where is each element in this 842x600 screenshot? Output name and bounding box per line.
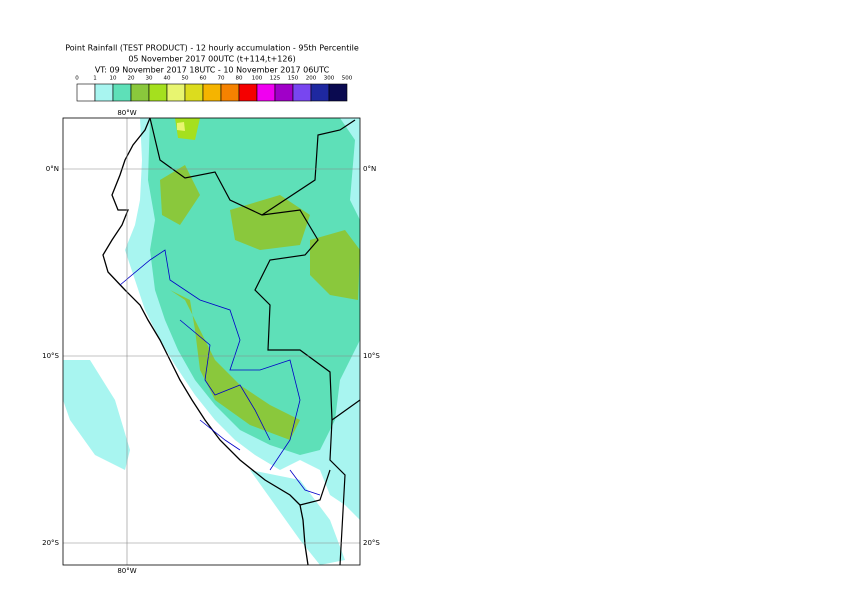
- legend-label: 10: [110, 76, 117, 82]
- legend-label: 40: [164, 76, 171, 82]
- legend-swatch: [148, 83, 168, 102]
- legend-label: 125: [270, 76, 281, 82]
- lat-label: 0°N: [46, 165, 59, 173]
- rain-cyan-south: [250, 470, 345, 565]
- legend-label: 30: [146, 76, 153, 82]
- rain-green: [160, 165, 200, 225]
- legend-label: 50: [182, 76, 189, 82]
- legend-label: 100: [252, 76, 263, 82]
- title-line: VT: 09 November 2017 18UTC - 10 November…: [95, 66, 330, 75]
- legend-label: 300: [324, 76, 335, 82]
- legend-label: 1: [93, 76, 97, 82]
- legend-swatch: [238, 83, 258, 102]
- legend-swatch: [292, 83, 312, 102]
- lat-label: 0°N: [363, 165, 376, 173]
- legend-swatch: [202, 83, 222, 102]
- coastline: [102, 117, 309, 566]
- rain-green: [310, 230, 360, 300]
- lat-label: 10°S: [42, 352, 59, 360]
- title-line: 05 November 2017 00UTC (t+114,t+126): [128, 55, 295, 64]
- legend-swatch: [256, 83, 276, 102]
- lat-label: 20°S: [42, 539, 59, 547]
- legend-label: 80: [236, 76, 243, 82]
- lon-label: 80°W: [117, 567, 136, 575]
- legend-label: 150: [288, 76, 299, 82]
- legend-swatch: [130, 83, 150, 102]
- legend-swatch: [184, 83, 204, 102]
- legend-label: 200: [306, 76, 317, 82]
- lon-label: 80°W: [117, 109, 136, 117]
- regional-border: [119, 249, 321, 496]
- legend-swatch: [220, 83, 240, 102]
- lat-label: 20°S: [363, 539, 380, 547]
- legend-swatch: [328, 83, 348, 102]
- legend-label: 500: [342, 76, 353, 82]
- map-frame: [62, 117, 361, 566]
- legend-swatch: [274, 83, 294, 102]
- legend-swatch: [310, 83, 330, 102]
- border: [299, 399, 361, 506]
- legend-label: 60: [200, 76, 207, 82]
- legend-swatch: [166, 83, 186, 102]
- legend-label: 70: [218, 76, 225, 82]
- legend-swatch: [94, 83, 114, 102]
- border: [261, 119, 356, 216]
- legend-swatch: [112, 83, 132, 102]
- map: 80°W 80°W: [62, 109, 361, 575]
- title-line: Point Rainfall (TEST PRODUCT) - 12 hourl…: [65, 44, 359, 53]
- legend-swatch: [76, 83, 96, 102]
- rain-yellow: [177, 122, 185, 131]
- rain-green: [170, 290, 300, 440]
- legend-label: 20: [128, 76, 135, 82]
- rain-cyan-offshore: [63, 360, 130, 470]
- legend-label: 0: [75, 76, 79, 82]
- lat-label: 10°S: [363, 352, 380, 360]
